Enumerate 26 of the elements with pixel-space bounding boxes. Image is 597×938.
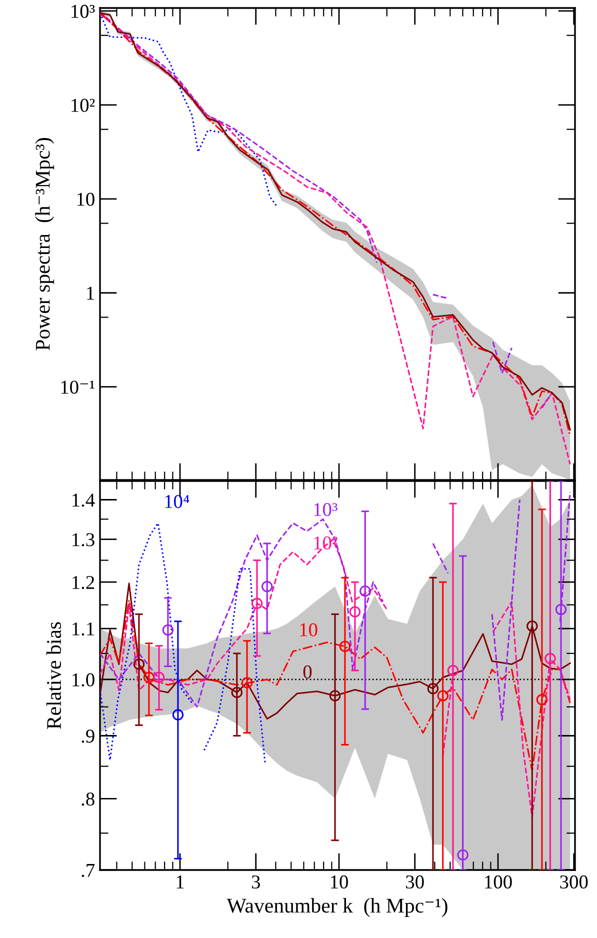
y-tick-label: 1 (87, 286, 94, 300)
annotation: 10⁴ (165, 494, 190, 508)
x-tick-label: 3 (252, 875, 260, 889)
y-tick-label: .7 (82, 864, 95, 878)
x-tick-label: 30 (406, 875, 424, 889)
y-tick-label: 1.4 (72, 494, 95, 507)
x-tick-label: 100 (485, 875, 512, 889)
y-tick-label: 10² (72, 98, 95, 112)
x-axis-title: Wavenumber k (h Mpc⁻¹) (226, 898, 448, 917)
annotation: 10 (300, 623, 318, 636)
y-tick-label: 1.3 (72, 533, 94, 546)
y-tick-label: 1.1 (72, 622, 94, 636)
y-tick-label: .8 (82, 792, 94, 806)
y-axis-title: Relative bias (46, 622, 62, 729)
y-tick-label: 1.2 (72, 576, 94, 590)
annotation: 10³ (314, 502, 338, 516)
y-tick-label: 10 (77, 192, 94, 206)
y-tick-label: 10³ (72, 4, 95, 18)
x-tick-label: 1 (176, 876, 184, 888)
y-tick-label: .9 (82, 730, 94, 743)
annotation: 0 (303, 665, 312, 678)
y-tick-label: 10⁻¹ (61, 380, 94, 394)
x-tick-label: 300 (560, 875, 588, 889)
y-axis-title: Power spectra (h⁻³Mpc³) (35, 138, 54, 350)
y-tick-label: 1.0 (72, 673, 94, 686)
x-tick-label: 10 (330, 875, 348, 889)
